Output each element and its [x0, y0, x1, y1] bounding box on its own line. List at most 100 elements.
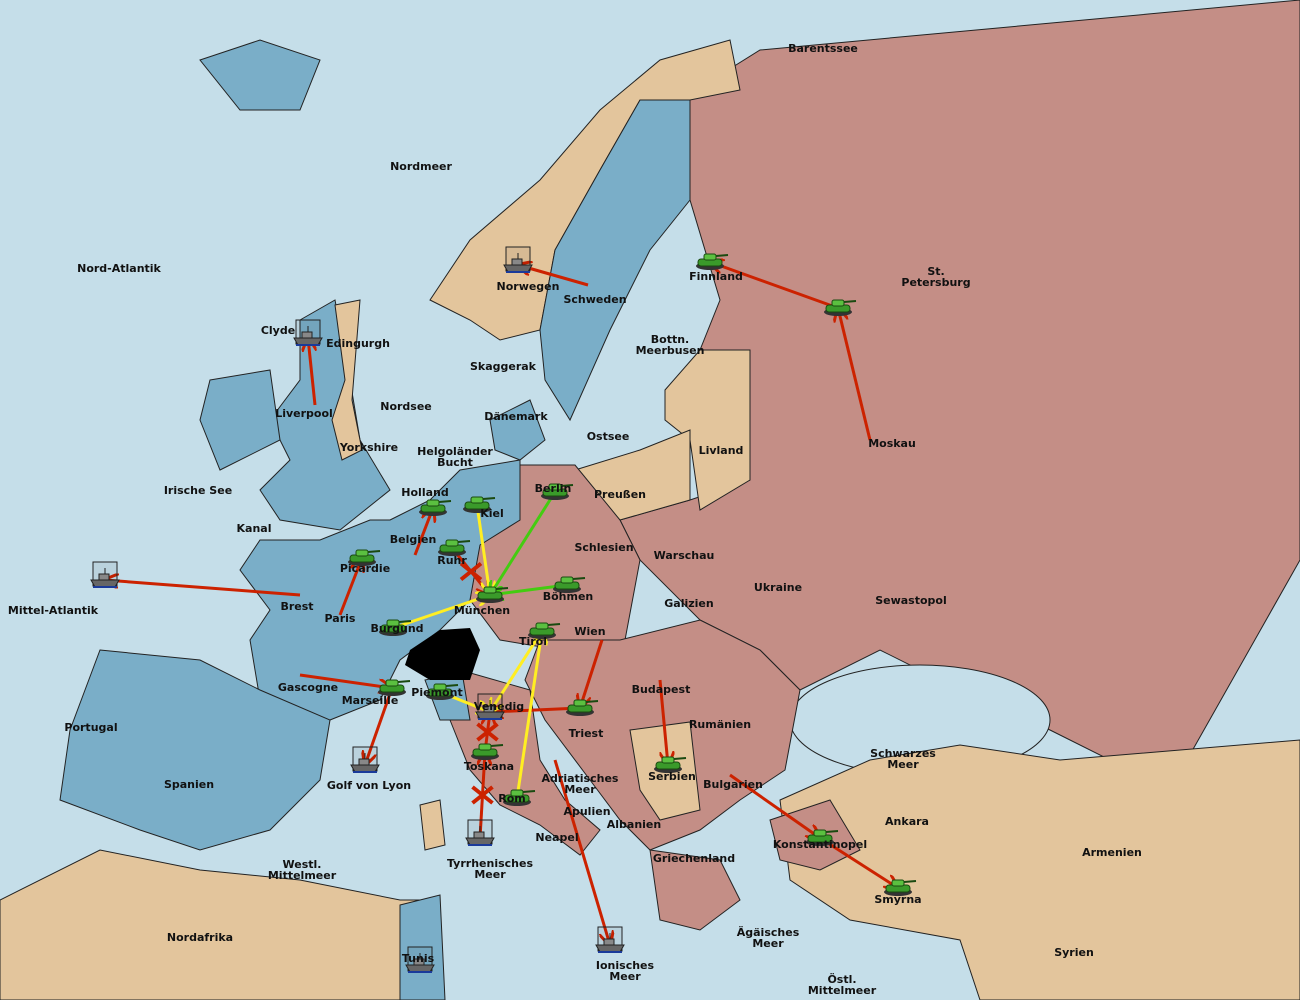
province-label-toskana[interactable]: Toskana	[464, 760, 514, 773]
province-label-clyde[interactable]: Clyde	[261, 324, 295, 337]
province-label-kanal[interactable]: Kanal	[237, 522, 272, 535]
army-tank-icon-serbien[interactable]	[654, 756, 687, 773]
province-label-portugal[interactable]: Portugal	[64, 721, 117, 734]
province-label-tirol[interactable]: Tirol	[519, 635, 547, 648]
province-label-brest[interactable]: Brest	[280, 600, 313, 613]
fleet-ship-icon-tyrrhenisches-meer[interactable]	[465, 819, 495, 846]
province-label-st-petersburg[interactable]: St. Petersburg	[901, 265, 970, 289]
province-label-edingurgh[interactable]: Edingurgh	[326, 337, 390, 350]
province-label-mittel-atlantik[interactable]: Mittel-Atlantik	[8, 604, 99, 617]
army-tank-icon-burgund[interactable]	[379, 619, 412, 636]
army-tank-icon-finnland[interactable]	[696, 253, 729, 270]
fleet-ship-icon-ionisches-meer[interactable]	[595, 926, 625, 953]
province-label-norwegen[interactable]: Norwegen	[497, 280, 560, 293]
province-label-warschau[interactable]: Warschau	[654, 549, 715, 562]
army-tank-icon-kiel[interactable]	[463, 496, 496, 513]
province-label-paris[interactable]: Paris	[325, 612, 356, 625]
army-tank-icon-bohmen[interactable]	[553, 576, 586, 593]
province-label-schwarzes-meer[interactable]: Schwarzes Meer	[870, 747, 936, 771]
province-label-bohmen[interactable]: Böhmen	[543, 590, 594, 603]
army-tank-icon-st-petersburg[interactable]	[824, 299, 857, 316]
province-label-sewastopol[interactable]: Sewastopol	[875, 594, 947, 607]
province-label-wien[interactable]: Wien	[574, 625, 605, 638]
province-label-barentssee[interactable]: Barentssee	[788, 42, 858, 55]
province-label-burgund[interactable]: Burgund	[370, 622, 423, 635]
fleet-ship-icon-tunis[interactable]	[405, 946, 435, 973]
province-label-ruhr[interactable]: Ruhr	[437, 554, 467, 567]
army-tank-icon-munchen[interactable]	[476, 586, 509, 603]
province-label-helgolander-bucht[interactable]: Helgoländer Bucht	[417, 445, 493, 469]
province-label-gascogne[interactable]: Gascogne	[278, 681, 338, 694]
fleet-ship-icon-norwegen[interactable]	[503, 246, 533, 273]
army-tank-icon-ruhr[interactable]	[438, 539, 471, 556]
army-tank-icon-triest[interactable]	[566, 699, 599, 716]
army-tank-icon-holland[interactable]	[419, 499, 452, 516]
province-label-ostsee[interactable]: Ostsee	[587, 430, 630, 443]
province-label-rom[interactable]: Rom	[498, 792, 526, 805]
province-label-skaggerak[interactable]: Skaggerak	[470, 360, 537, 373]
province-label-ionisches-meer[interactable]: Ionisches Meer	[596, 959, 655, 983]
province-label-syrien[interactable]: Syrien	[1054, 946, 1094, 959]
province-label-nordafrika[interactable]: Nordafrika	[167, 931, 233, 944]
province-label-konstantinopel[interactable]: Konstantinopel	[773, 838, 867, 851]
province-label-tunis[interactable]: Tunis	[402, 952, 435, 965]
army-tank-icon-picardie[interactable]	[348, 549, 381, 566]
army-tank-icon-piemont[interactable]	[426, 683, 459, 700]
province-label-holland[interactable]: Holland	[401, 486, 448, 499]
province-label-picardie[interactable]: Picardie	[340, 562, 390, 575]
army-tank-icon-rom[interactable]	[503, 789, 536, 806]
province-label-neapel[interactable]: Neapel	[535, 831, 578, 844]
province-label-yorkshire[interactable]: Yorkshire	[339, 441, 398, 454]
province-label-albanien[interactable]: Albanien	[607, 818, 661, 831]
province-label-bulgarien[interactable]: Bulgarien	[703, 778, 763, 791]
province-label-smyrna[interactable]: Smyrna	[874, 893, 921, 906]
province-label-preussen[interactable]: Preußen	[594, 488, 646, 501]
army-tank-icon-tirol[interactable]	[528, 622, 561, 639]
province-label-triest[interactable]: Triest	[569, 727, 604, 740]
province-label-danemark[interactable]: Dänemark	[484, 410, 548, 423]
province-label-armenien[interactable]: Armenien	[1082, 846, 1142, 859]
province-label-ankara[interactable]: Ankara	[885, 815, 929, 828]
province-label-schlesien[interactable]: Schlesien	[574, 541, 633, 554]
province-label-spanien[interactable]: Spanien	[164, 778, 214, 791]
army-tank-icon-berlin[interactable]	[541, 483, 574, 500]
province-label-livland[interactable]: Livland	[699, 444, 744, 457]
province-label-galizien[interactable]: Galizien	[664, 597, 713, 610]
province-label-kiel[interactable]: Kiel	[480, 507, 504, 520]
army-tank-icon-marseille[interactable]	[378, 679, 411, 696]
fleet-ship-icon-clyde[interactable]	[293, 319, 323, 346]
province-label-liverpool[interactable]: Liverpool	[275, 407, 333, 420]
province-label-marseille[interactable]: Marseille	[342, 694, 399, 707]
province-label-adriatisches-meer[interactable]: Adriatisches Meer	[542, 772, 619, 796]
army-tank-icon-smyrna[interactable]	[884, 879, 917, 896]
province-label-bottn-meerbusen[interactable]: Bottn. Meerbusen	[636, 333, 705, 357]
army-tank-icon-toskana[interactable]	[471, 743, 504, 760]
province-label-belgien[interactable]: Belgien	[390, 533, 437, 546]
province-label-budapest[interactable]: Budapest	[632, 683, 691, 696]
province-label-moskau[interactable]: Moskau	[868, 437, 916, 450]
province-label-nordsee[interactable]: Nordsee	[380, 400, 432, 413]
province-label-ostl-mittelmeer[interactable]: Östl. Mittelmeer	[808, 972, 877, 997]
province-label-rumanien[interactable]: Rumänien	[689, 718, 751, 731]
fleet-ship-icon-venedig[interactable]	[475, 693, 505, 720]
province-label-apulien[interactable]: Apulien	[563, 805, 610, 818]
province-label-venedig[interactable]: Venedig	[474, 700, 524, 713]
province-label-schweden[interactable]: Schweden	[563, 293, 626, 306]
province-label-agaisches-meer[interactable]: Ägäisches Meer	[737, 925, 800, 950]
province-label-munchen[interactable]: München	[454, 604, 510, 617]
province-label-piemont[interactable]: Piemont	[411, 686, 462, 699]
province-label-berlin[interactable]: Berlin	[535, 482, 572, 495]
fleet-ship-icon-golf-von-lyon[interactable]	[350, 746, 380, 773]
province-label-tyrrhenisches-meer[interactable]: Tyrrhenisches Meer	[447, 857, 533, 881]
province-label-nord-atlantik[interactable]: Nord-Atlantik	[77, 262, 161, 275]
province-label-westl-mittelmeer[interactable]: Westl. Mittelmeer	[268, 858, 337, 882]
province-label-serbien[interactable]: Serbien	[648, 770, 696, 783]
province-label-griechenland[interactable]: Griechenland	[653, 852, 735, 865]
province-label-nordmeer[interactable]: Nordmeer	[390, 160, 452, 173]
province-label-irische-see[interactable]: Irische See	[164, 484, 232, 497]
province-label-ukraine[interactable]: Ukraine	[754, 581, 802, 594]
province-label-finnland[interactable]: Finnland	[689, 270, 743, 283]
army-tank-icon-konstantinopel[interactable]	[806, 829, 839, 846]
fleet-ship-icon-mittel-atlantik[interactable]	[90, 561, 120, 588]
